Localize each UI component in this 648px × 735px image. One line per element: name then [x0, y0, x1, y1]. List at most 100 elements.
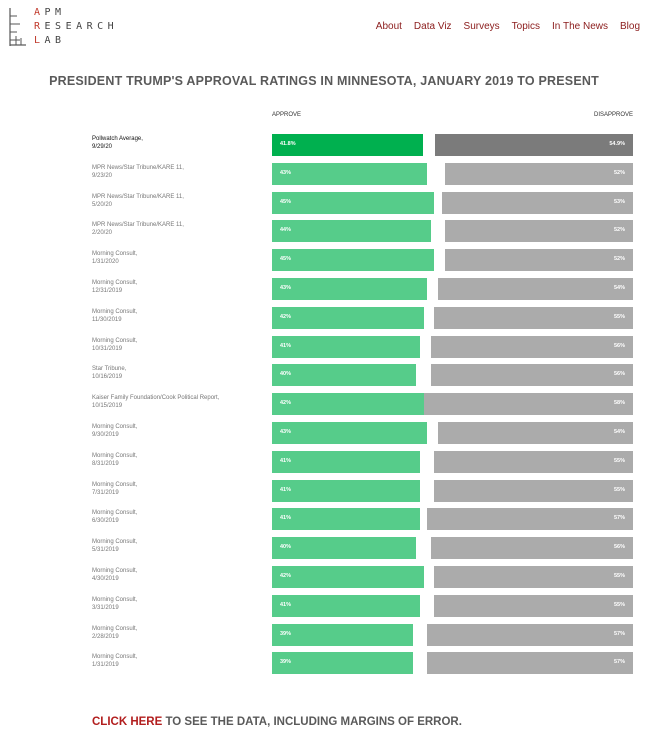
- poll-label: MPR News/Star Tribune/KARE 11, 9/23/20: [92, 164, 264, 180]
- nav-data-viz[interactable]: Data Viz: [413, 21, 452, 32]
- poll-date: 5/20/20: [92, 201, 113, 208]
- disapprove-value-label: 54%: [613, 429, 625, 435]
- disapprove-column-header: DISAPPROVE: [593, 112, 633, 118]
- disapprove-value-label: 56%: [613, 371, 625, 378]
- poll-date: 7/31/2019: [92, 489, 119, 496]
- poll-label: MPR News/Star Tribune/KARE 11, 2/20/20: [92, 221, 264, 237]
- ruler-icon: [9, 8, 26, 46]
- poll-label: MPR News/Star Tribune/KARE 11, 5/20/20: [92, 193, 264, 209]
- approve-bar: 45%: [272, 249, 435, 272]
- poll-source: Morning Consult,: [92, 568, 138, 574]
- poll-row: Morning Consult, 8/31/2019 55% 41%: [0, 450, 648, 473]
- disapprove-bar: 54%: [438, 278, 633, 300]
- poll-label: Morning Consult, 4/30/2019: [92, 567, 264, 583]
- poll-date: 8/31/2019: [92, 460, 119, 467]
- poll-row: MPR News/Star Tribune/KARE 11, 9/23/20 52%…: [0, 162, 648, 185]
- apm-research-lab-logo[interactable]: APM RESEARCH LAB: [8, 4, 128, 48]
- approve-bar: 41%: [272, 450, 420, 473]
- disapprove-bar: 55%: [434, 566, 633, 588]
- disapprove-bar: 52%: [445, 249, 633, 272]
- poll-source: Morning Consult,: [92, 280, 138, 286]
- nav-in-the-news[interactable]: In The News: [552, 21, 608, 32]
- disapprove-value-label: 56%: [613, 544, 625, 551]
- approve-value-label: 40%: [280, 371, 292, 378]
- disapprove-value-label: 55%: [613, 601, 625, 608]
- poll-source: Morning Consult,: [92, 337, 138, 344]
- logo-line-2: RESEARCH: [34, 21, 119, 32]
- poll-label: Morning Consult, 2/28/2019: [92, 625, 264, 641]
- disapprove-bar: 58%: [423, 393, 633, 416]
- poll-label: Morning Consult, 12/31/2019: [92, 279, 264, 295]
- approve-value-label: 41%: [280, 486, 292, 493]
- poll-label: Morning Consult, 6/30/2019: [92, 509, 264, 525]
- poll-label: Morning Consult, 1/31/2019: [92, 653, 264, 669]
- nav-about[interactable]: About: [375, 21, 402, 32]
- poll-row: Morning Consult, 10/31/2019 56% 41%: [0, 335, 648, 358]
- poll-source: Morning Consult,: [92, 654, 138, 661]
- disapprove-value-label: 52%: [613, 227, 625, 234]
- approve-value-label: 39%: [280, 659, 292, 666]
- disapprove-bar: 57%: [427, 652, 633, 675]
- poll-date: 9/29/20: [92, 144, 113, 150]
- poll-row: Morning Consult, 12/31/2019 54% 43%: [0, 278, 648, 300]
- poll-row: Morning Consult, 2/28/2019 57% 39%: [0, 623, 648, 646]
- poll-date: 9/23/20: [92, 172, 113, 179]
- disapprove-value-label: 55%: [613, 486, 625, 493]
- nav-topics[interactable]: Topics: [511, 21, 541, 32]
- nav-surveys[interactable]: Surveys: [463, 21, 500, 32]
- approve-value-label: 41%: [280, 601, 292, 608]
- poll-row: MPR News/Star Tribune/KARE 11, 2/20/20 52%…: [0, 220, 648, 243]
- poll-label: Morning Consult, 3/31/2019: [92, 596, 264, 612]
- poll-source: Morning Consult,: [92, 625, 138, 632]
- poll-source: MPR News/Star Tribune/KARE 11,: [92, 164, 184, 171]
- disapprove-bar: 56%: [430, 537, 633, 560]
- approve-bar: 44%: [272, 220, 431, 243]
- approve-value-label: 45%: [280, 256, 292, 263]
- chart-title: PRESIDENT TRUMP'S APPROVAL RATINGS IN MI…: [49, 74, 599, 88]
- approve-value-label: 42%: [280, 313, 292, 320]
- poll-source: Star Tribune,: [92, 366, 127, 373]
- poll-label: Morning Consult, 7/31/2019: [92, 481, 264, 497]
- approve-value-label: 41.8%: [280, 141, 296, 147]
- poll-source: Morning Consult,: [92, 251, 138, 258]
- poll-date: 4/30/2019: [92, 576, 119, 582]
- disapprove-bar: 54%: [438, 422, 633, 444]
- poll-date: 10/16/2019: [92, 374, 123, 381]
- disapprove-bar: 55%: [434, 450, 633, 473]
- poll-source: MPR News/Star Tribune/KARE 11,: [92, 222, 184, 229]
- approve-bar: 41%: [272, 479, 420, 502]
- disapprove-bar: 54.9%: [434, 134, 633, 156]
- poll-source: Kaiser Family Foundation/Cook Political …: [92, 395, 220, 402]
- poll-label: Pollwatch Average, 9/29/20: [92, 135, 264, 151]
- disapprove-value-label: 52%: [613, 169, 625, 176]
- disapprove-bar: 52%: [445, 220, 633, 243]
- approve-value-label: 41%: [280, 342, 292, 349]
- approve-bar: 40%: [272, 537, 417, 560]
- approve-bar: 39%: [272, 652, 413, 675]
- approve-bar: 43%: [272, 422, 428, 444]
- poll-date: 2/20/20: [92, 230, 113, 237]
- disapprove-value-label: 53%: [613, 198, 625, 205]
- poll-date: 1/31/2020: [92, 259, 119, 266]
- disapprove-value-label: 54%: [613, 285, 625, 291]
- poll-source: Morning Consult,: [92, 452, 138, 459]
- approve-value-label: 45%: [280, 198, 292, 205]
- disapprove-value-label: 57%: [613, 630, 625, 637]
- poll-row: Morning Consult, 11/30/2019 55% 42%: [0, 306, 648, 329]
- nav-blog[interactable]: Blog: [619, 21, 640, 32]
- poll-row: Morning Consult, 7/31/2019 55% 41%: [0, 479, 648, 502]
- click-here-link[interactable]: CLICK HERE: [92, 716, 163, 728]
- disapprove-bar: 55%: [434, 479, 633, 502]
- poll-row: Kaiser Family Foundation/Cook Political …: [0, 393, 648, 416]
- disapprove-value-label: 54.9%: [609, 141, 625, 147]
- poll-row: MPR News/Star Tribune/KARE 11, 5/20/20 53%…: [0, 191, 648, 214]
- disapprove-bar: 56%: [430, 335, 633, 358]
- poll-date: 2/28/2019: [92, 633, 119, 640]
- poll-date: 10/15/2019: [92, 403, 123, 410]
- approve-value-label: 42%: [280, 573, 292, 579]
- disapprove-value-label: 52%: [613, 256, 625, 263]
- approve-column-header: APPROVE: [272, 112, 302, 118]
- poll-source: Pollwatch Average,: [92, 136, 143, 142]
- disapprove-value-label: 57%: [613, 515, 625, 522]
- disapprove-bar: 53%: [441, 191, 633, 214]
